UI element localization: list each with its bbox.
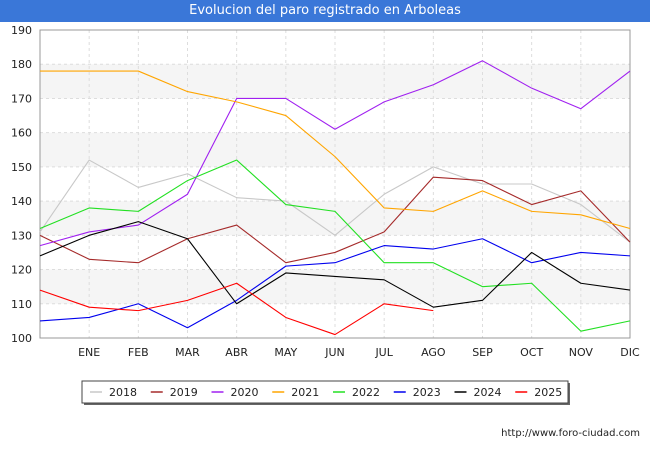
y-tick-label: 110 (11, 298, 32, 311)
x-tick-label: ABR (225, 346, 248, 359)
x-tick-label: OCT (520, 346, 543, 359)
chart-title: Evolucion del paro registrado en Arbolea… (189, 3, 461, 18)
y-tick-label: 170 (11, 92, 32, 105)
legend-label-2019: 2019 (170, 386, 198, 399)
x-tick-label: ENE (78, 346, 100, 359)
series-line-2020 (39, 60, 631, 247)
y-tick-label: 150 (11, 161, 32, 174)
legend-label-2024: 2024 (474, 386, 502, 399)
series-line-2021 (40, 70, 631, 230)
y-tick-label: 190 (11, 24, 32, 37)
legend-label-2020: 2020 (231, 386, 259, 399)
x-tick-label: SEP (472, 346, 493, 359)
x-tick-label: AGO (421, 346, 446, 359)
x-tick-label: MAY (274, 346, 297, 359)
legend-label-2021: 2021 (291, 386, 319, 399)
x-tick-label: JUN (324, 346, 345, 359)
legend-label-2022: 2022 (352, 386, 380, 399)
chart-title-bar: Evolucion del paro registrado en Arbolea… (0, 0, 650, 22)
x-tick-label: DIC (620, 346, 640, 359)
x-tick-label: MAR (175, 346, 200, 359)
source-url: http://www.foro-ciudad.com (501, 428, 640, 439)
grid-band (40, 269, 630, 304)
x-tick-label: JUL (374, 346, 393, 359)
x-tick-label: FEB (128, 346, 149, 359)
legend-label-2023: 2023 (413, 386, 441, 399)
series-line-2022 (39, 159, 631, 332)
y-tick-label: 130 (11, 229, 32, 242)
plot-border (39, 29, 631, 339)
y-tick-label: 120 (11, 264, 32, 277)
y-tick-label: 100 (11, 332, 32, 345)
series-line-2025 (39, 282, 434, 336)
series-line-2019 (39, 176, 631, 264)
series-line-2023 (39, 238, 631, 329)
x-tick-label: NOV (569, 346, 594, 359)
y-tick-label: 180 (11, 58, 32, 71)
grid-band (40, 132, 630, 167)
legend-label-2018: 2018 (109, 386, 137, 399)
legend-box (81, 380, 569, 404)
legend-label-2025: 2025 (534, 386, 562, 399)
y-tick-label: 140 (11, 195, 32, 208)
series-line-2018 (39, 159, 631, 243)
series-line-2024 (39, 221, 631, 308)
y-tick-label: 160 (11, 127, 32, 140)
grid-band (40, 64, 630, 99)
